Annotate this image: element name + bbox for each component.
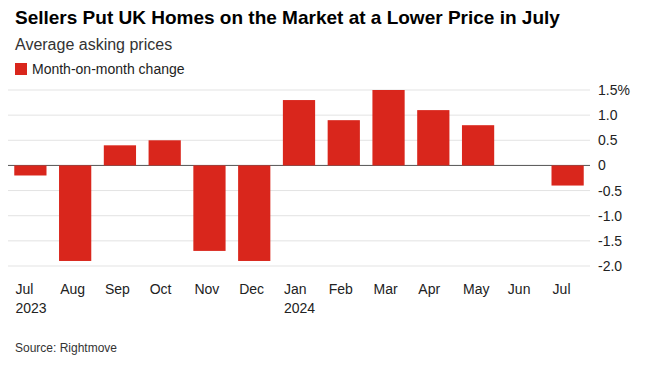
bar	[59, 165, 91, 261]
x-tick-label: Mar	[374, 281, 398, 297]
x-tick-label: Jul	[553, 281, 571, 297]
x-tick-line: Dec	[239, 281, 264, 297]
title: Sellers Put UK Homes on the Market at a …	[15, 7, 560, 28]
bar	[372, 90, 404, 165]
x-tick-label: Sep	[105, 281, 130, 297]
bar	[14, 165, 46, 175]
bar	[104, 145, 136, 165]
y-tick-label: 0	[598, 157, 606, 173]
x-tick-label: Aug	[60, 281, 85, 297]
x-tick-line: 2024	[284, 300, 315, 316]
grid-line	[8, 215, 590, 216]
y-tick-label: -2.0	[598, 258, 622, 274]
x-tick-line: Apr	[418, 281, 440, 297]
x-tick-line: Sep	[105, 281, 130, 297]
x-tick-line: Jun	[508, 281, 531, 297]
x-tick-line: Nov	[194, 281, 219, 297]
x-tick-label: Nov	[194, 281, 219, 297]
y-tick-label: 1.0	[598, 107, 618, 123]
grid-line	[8, 266, 590, 267]
bar	[462, 125, 494, 165]
subtitle: Average asking prices	[15, 36, 172, 53]
bar	[238, 165, 270, 261]
chart: Sellers Put UK Homes on the Market at a …	[0, 0, 654, 366]
x-tick-label: Oct	[150, 281, 172, 297]
x-tick-label: Dec	[239, 281, 264, 297]
legend-swatch	[15, 63, 27, 75]
bar	[193, 165, 225, 250]
x-tick-label: Jun	[508, 281, 531, 297]
x-tick-line: Feb	[329, 281, 353, 297]
grid-line	[8, 190, 590, 191]
x-tick-line: Aug	[60, 281, 85, 297]
x-tick-label: Jul 2023	[15, 281, 46, 316]
x-tick-line: May	[463, 281, 489, 297]
y-tick-label: -0.5	[598, 183, 622, 199]
bars	[14, 90, 583, 261]
bar	[417, 110, 449, 165]
y-tick-label: -1.5	[598, 233, 622, 249]
x-tick-line: Mar	[374, 281, 398, 297]
grid-line	[8, 90, 590, 91]
bar	[551, 165, 583, 185]
bar	[328, 120, 360, 165]
y-tick-label: 1.5%	[598, 82, 630, 98]
x-tick-line: Jul	[15, 281, 33, 297]
x-tick-label: Apr	[418, 281, 440, 297]
source: Source: Rightmove	[15, 341, 117, 355]
x-tick-line: Jul	[553, 281, 571, 297]
x-tick-label: May	[463, 281, 489, 297]
x-tick-line: Jan	[284, 281, 307, 297]
bar	[507, 165, 539, 166]
legend-label: Month-on-month change	[32, 61, 185, 77]
grid-line	[8, 240, 590, 241]
bar	[149, 140, 181, 165]
x-tick-label: Feb	[329, 281, 353, 297]
y-tick-label: -1.0	[598, 208, 622, 224]
y-tick-label: 0.5	[598, 132, 618, 148]
x-tick-line: 2023	[15, 300, 46, 316]
x-tick-label: Jan 2024	[284, 281, 315, 316]
bar	[283, 100, 315, 165]
x-tick-line: Oct	[150, 281, 172, 297]
